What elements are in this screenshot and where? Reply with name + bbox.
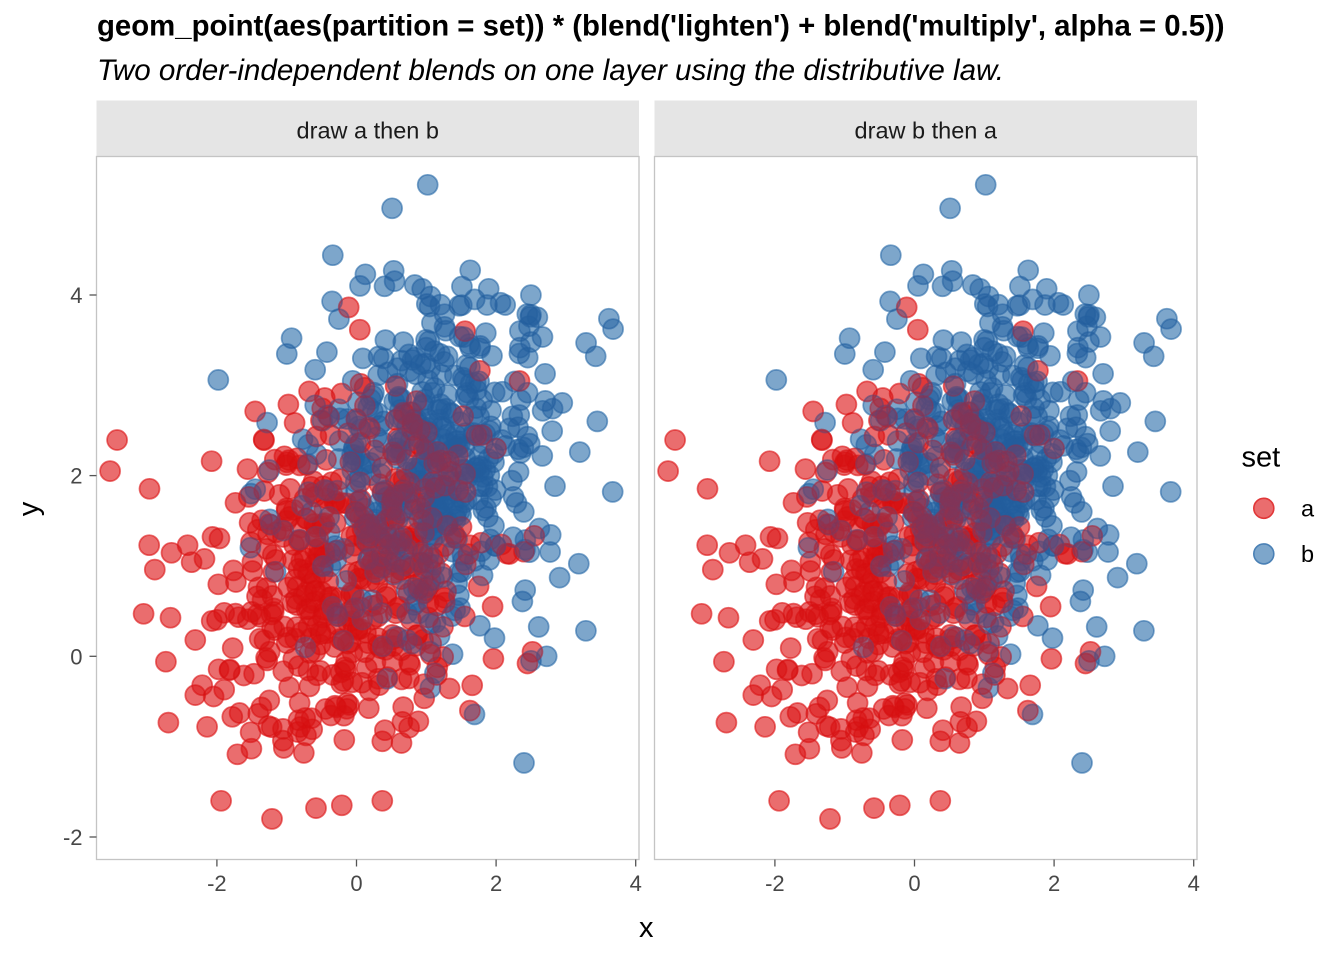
- svg-text:Two order-independent blends o: Two order-independent blends on one laye…: [97, 54, 1004, 87]
- svg-text:4: 4: [70, 283, 82, 308]
- svg-text:draw b then a: draw b then a: [855, 117, 998, 143]
- svg-text:b: b: [1301, 541, 1314, 567]
- svg-text:-2: -2: [765, 871, 785, 896]
- svg-text:2: 2: [490, 871, 502, 896]
- svg-text:a: a: [1301, 496, 1315, 522]
- svg-text:2: 2: [1048, 871, 1060, 896]
- svg-text:draw a then b: draw a then b: [297, 117, 439, 143]
- svg-text:x: x: [639, 912, 654, 944]
- svg-text:4: 4: [1188, 871, 1200, 896]
- svg-text:0: 0: [908, 871, 920, 896]
- svg-text:geom_point(aes(partition = set: geom_point(aes(partition = set)) * (blen…: [97, 10, 1225, 43]
- svg-text:set: set: [1242, 442, 1281, 474]
- svg-text:-2: -2: [63, 825, 83, 850]
- svg-text:0: 0: [350, 871, 362, 896]
- svg-text:y: y: [13, 501, 45, 516]
- svg-text:-2: -2: [207, 871, 227, 896]
- svg-text:2: 2: [70, 464, 82, 489]
- svg-text:0: 0: [70, 644, 82, 669]
- svg-text:4: 4: [630, 871, 642, 896]
